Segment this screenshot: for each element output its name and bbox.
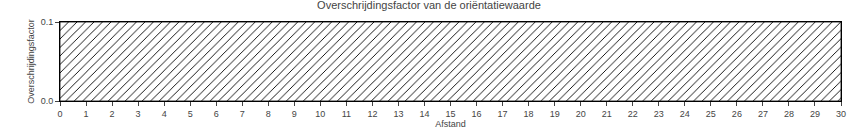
svg-text:15: 15	[445, 109, 455, 119]
svg-text:30: 30	[836, 109, 846, 119]
svg-text:1: 1	[84, 109, 89, 119]
svg-text:24: 24	[680, 109, 690, 119]
svg-text:5: 5	[188, 109, 193, 119]
svg-text:11: 11	[342, 109, 351, 119]
svg-text:29: 29	[810, 109, 820, 119]
svg-text:Overschrijdingsfactor: Overschrijdingsfactor	[26, 19, 36, 104]
svg-text:28: 28	[784, 109, 794, 119]
svg-text:0.1: 0.1	[41, 17, 54, 27]
svg-text:6: 6	[214, 109, 219, 119]
svg-text:14: 14	[419, 109, 429, 119]
svg-text:25: 25	[706, 109, 716, 119]
svg-text:18: 18	[524, 109, 534, 119]
svg-text:17: 17	[498, 109, 508, 119]
svg-text:20: 20	[576, 109, 586, 119]
svg-text:13: 13	[393, 109, 403, 119]
svg-text:16: 16	[472, 109, 482, 119]
svg-text:3: 3	[136, 109, 141, 119]
svg-text:23: 23	[654, 109, 664, 119]
svg-text:8: 8	[266, 109, 271, 119]
svg-text:26: 26	[732, 109, 742, 119]
svg-text:9: 9	[292, 109, 297, 119]
svg-text:0: 0	[57, 109, 62, 119]
svg-text:0.0: 0.0	[41, 96, 54, 106]
svg-text:22: 22	[628, 109, 638, 119]
svg-text:4: 4	[162, 109, 167, 119]
svg-text:12: 12	[367, 109, 377, 119]
svg-text:27: 27	[758, 109, 768, 119]
svg-text:2: 2	[110, 109, 115, 119]
svg-text:10: 10	[315, 109, 325, 119]
svg-text:Overschrijdingsfactor van de o: Overschrijdingsfactor van de oriëntatiew…	[317, 0, 541, 11]
svg-text:19: 19	[550, 109, 560, 119]
svg-text:7: 7	[240, 109, 245, 119]
svg-text:Afstand: Afstand	[435, 119, 466, 129]
svg-text:21: 21	[602, 109, 612, 119]
